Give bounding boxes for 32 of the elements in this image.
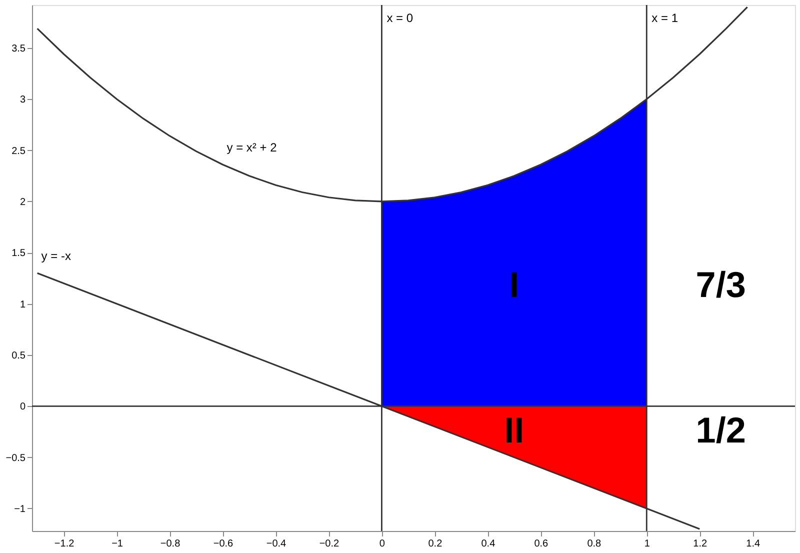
y-tick-label: 1.5	[12, 248, 26, 260]
x-tick-label: 1.4	[746, 538, 760, 550]
annotation: II	[504, 410, 524, 451]
series-label: y = x² + 2	[226, 140, 278, 155]
y-tick-label: 2	[20, 196, 26, 208]
x-tick-label: −0.4	[266, 538, 287, 550]
y-tick-label: 2.5	[12, 146, 26, 157]
x-tick-label: −1	[112, 538, 124, 550]
x-tick-label: −0.2	[319, 538, 340, 550]
x-tick-label: 1.2	[693, 538, 708, 550]
x-tick-label: 0.8	[587, 538, 602, 550]
y-tick-label: 0	[20, 402, 26, 413]
series-label: y = -x	[41, 249, 71, 264]
y-tick-label: −1	[14, 504, 26, 515]
x-tick-label: 0.6	[534, 538, 549, 550]
y-tick-label: 1	[20, 299, 26, 310]
y-tick-label: 0.5	[12, 350, 26, 362]
annotation: 7/3	[696, 264, 746, 305]
x-tick-label: −1.2	[54, 538, 75, 550]
y-tick-label: −0.5	[6, 452, 26, 464]
x-tick-label: 0.2	[428, 538, 443, 550]
x-tick-label: 0	[379, 538, 386, 550]
y-tick-label: 3.5	[12, 43, 26, 54]
x-tick-label: −0.6	[213, 538, 234, 550]
x-tick-label: 0.4	[481, 538, 496, 550]
ref-line-label: x = 0	[386, 11, 414, 25]
annotation: I	[509, 264, 520, 305]
x-tick-label: −0.8	[160, 538, 181, 550]
x-tick-label: 1	[644, 538, 650, 550]
y-tick-label: 3	[20, 94, 26, 106]
ref-line-label: x = 1	[652, 11, 678, 25]
annotation: 1/2	[696, 410, 746, 451]
